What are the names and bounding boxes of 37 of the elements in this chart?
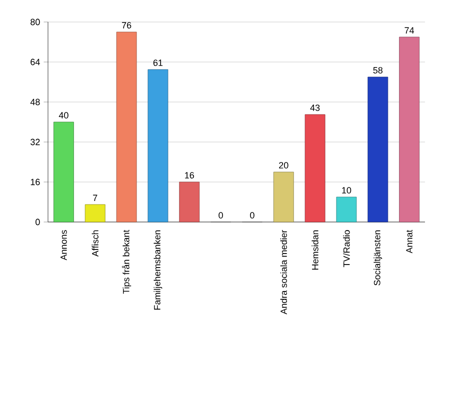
bar [304, 114, 326, 222]
x-tick-label: Tips från bekant [122, 230, 132, 294]
bar [179, 182, 200, 222]
x-tick-label: TV/Radio [343, 230, 350, 268]
x-tick-label: Andra sociala medier [280, 230, 287, 314]
data-label: 43 [310, 104, 320, 111]
data-label: 20 [279, 162, 288, 168]
x-tick-label: Hemsidan [312, 230, 318, 270]
data-label: 61 [153, 60, 163, 66]
y-tick-label: 16 [30, 178, 40, 186]
bar [273, 172, 294, 222]
data-label: 76 [122, 22, 132, 28]
y-tick-label: 32 [30, 138, 40, 146]
data-label: 74 [404, 27, 414, 34]
bar [54, 122, 74, 222]
y-tick-label: 48 [30, 98, 40, 106]
data-label: 40 [58, 112, 68, 118]
x-tick-label: Affisch [92, 230, 98, 257]
data-label: 0 [250, 212, 254, 218]
x-tick-label: Annons [60, 230, 67, 260]
bar [84, 204, 106, 222]
bar [116, 32, 137, 222]
y-tick-label: 64 [30, 58, 40, 66]
bar [336, 196, 357, 222]
data-label: 16 [185, 172, 194, 178]
data-label: 0 [218, 212, 223, 218]
data-label: 10 [342, 187, 352, 194]
bar [148, 69, 168, 222]
x-tick-label: Annat [406, 230, 412, 254]
bar [368, 76, 388, 222]
data-label: 58 [373, 67, 382, 74]
bar [399, 36, 420, 222]
x-tick-label: Socialtjänsten [374, 230, 382, 286]
x-tick-label: Familjehemsbanken [154, 230, 162, 310]
y-tick-label: 0 [36, 218, 40, 226]
y-tick-label: 80 [30, 18, 40, 26]
data-label: 7 [93, 194, 98, 201]
